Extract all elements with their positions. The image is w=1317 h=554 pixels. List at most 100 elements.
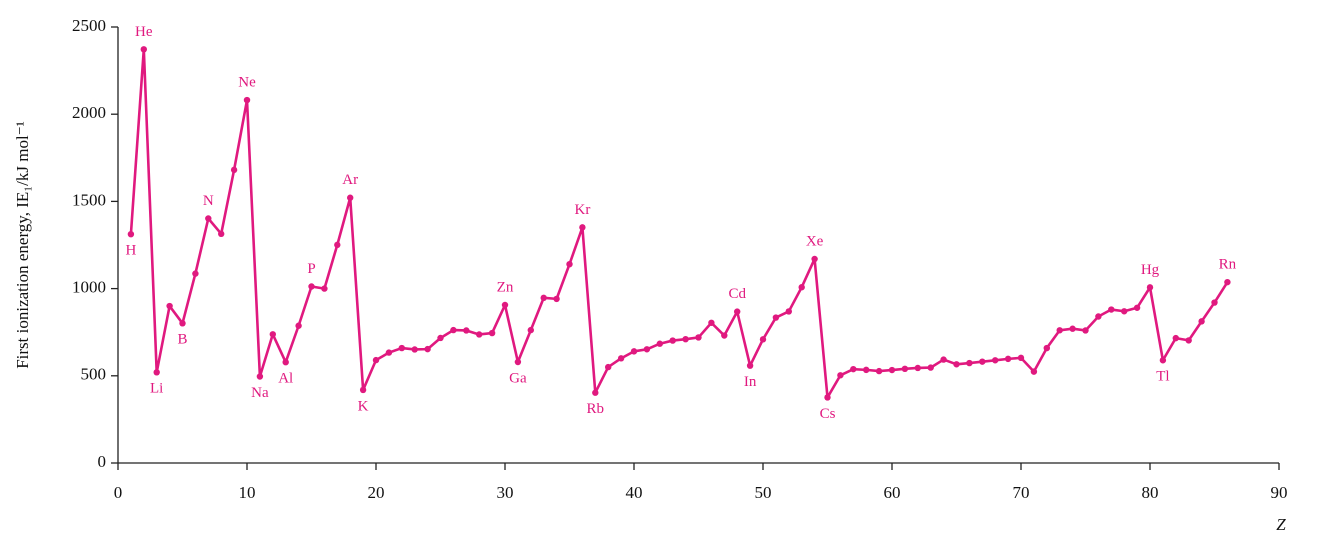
data-point [1172, 334, 1180, 342]
data-point [1121, 308, 1128, 315]
data-point [1030, 368, 1038, 375]
data-point [669, 337, 676, 344]
data-point [205, 215, 212, 222]
data-point [192, 270, 199, 277]
x-tick-label: 0 [114, 483, 123, 502]
data-point [501, 301, 509, 309]
point-label: Na [251, 385, 269, 401]
data-point [592, 389, 599, 396]
data-point [953, 361, 960, 368]
y-tick-label: 1000 [72, 278, 106, 297]
data-point [1108, 306, 1115, 313]
point-label: In [744, 374, 757, 390]
data-point [1159, 357, 1167, 364]
data-point [579, 224, 586, 231]
data-point [875, 367, 883, 375]
point-label: K [358, 398, 369, 414]
point-label: N [203, 193, 214, 209]
data-point [295, 322, 302, 329]
data-point [772, 314, 780, 321]
data-point [437, 334, 444, 342]
data-point [1043, 344, 1051, 352]
data-point [476, 331, 483, 338]
point-label: Cd [728, 286, 746, 302]
data-point [1185, 337, 1192, 344]
data-point [1082, 327, 1089, 334]
data-point [811, 255, 818, 263]
x-tick-label: 50 [755, 483, 772, 502]
point-label: Kr [574, 202, 590, 218]
data-point [682, 335, 689, 343]
data-point [179, 320, 186, 327]
data-point [863, 366, 870, 374]
data-point [643, 346, 651, 353]
data-point [308, 283, 315, 290]
x-tick-label: 80 [1142, 483, 1159, 502]
data-point [321, 285, 328, 292]
point-label: Hg [1141, 262, 1160, 278]
data-point [514, 358, 522, 366]
data-point [230, 166, 238, 174]
data-point [398, 344, 405, 352]
point-label: Ga [509, 370, 527, 386]
y-tick-label: 2500 [72, 16, 106, 35]
data-point [940, 356, 947, 363]
point-label: Ar [342, 172, 358, 188]
point-label: H [125, 243, 136, 259]
data-point [837, 372, 844, 379]
x-tick-label: 20 [368, 483, 385, 502]
point-label: Rn [1219, 257, 1237, 273]
data-point [282, 358, 289, 366]
data-point [140, 46, 147, 53]
point-label: Rb [587, 401, 605, 417]
point-label: Cs [820, 406, 836, 422]
data-point [1056, 327, 1063, 334]
data-point [798, 284, 805, 291]
data-point [708, 319, 715, 326]
data-point [927, 364, 934, 371]
data-point [218, 230, 225, 238]
point-label: Li [150, 381, 163, 397]
data-point [1146, 284, 1154, 291]
data-point [746, 362, 754, 369]
data-point [359, 386, 367, 394]
x-tick-label: 60 [884, 483, 901, 502]
data-point [734, 308, 741, 315]
data-point [566, 260, 573, 268]
y-axis-label: First ionization energy, IE₁/kJ mol⁻¹ [13, 121, 32, 369]
data-point [759, 336, 767, 343]
data-point [1004, 355, 1012, 363]
data-point [824, 394, 831, 401]
data-point [256, 373, 264, 380]
x-tick-label: 70 [1013, 483, 1030, 502]
point-label: Tl [1156, 369, 1169, 385]
data-point [372, 356, 380, 364]
data-point [540, 294, 547, 302]
data-point [605, 363, 612, 371]
data-point [617, 355, 625, 362]
data-point [1133, 304, 1141, 311]
data-point [127, 230, 135, 238]
data-point [166, 302, 173, 310]
data-point [721, 332, 728, 339]
x-tick-label: 90 [1271, 483, 1288, 502]
y-tick-label: 2000 [72, 103, 106, 122]
y-tick-label: 0 [98, 452, 107, 471]
data-point [347, 194, 354, 201]
y-tick-label: 1500 [72, 190, 106, 209]
data-point [656, 340, 663, 347]
data-point [630, 348, 638, 355]
x-tick-label: 30 [497, 483, 514, 502]
point-label: Xe [806, 233, 824, 249]
data-point [488, 329, 496, 337]
point-label: Ne [238, 75, 256, 91]
data-point [269, 331, 276, 338]
data-point [914, 364, 921, 372]
point-label: He [135, 24, 153, 40]
data-point [901, 365, 909, 373]
point-label: Zn [497, 279, 514, 295]
data-point [966, 359, 973, 367]
data-point [243, 96, 251, 104]
data-point [785, 308, 792, 315]
